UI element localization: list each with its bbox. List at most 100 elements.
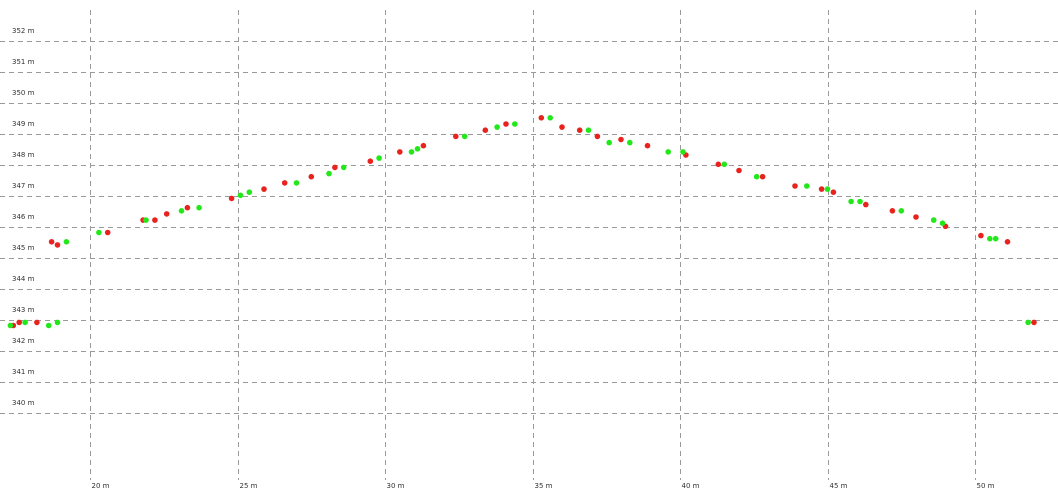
y-tick-label: 349 m <box>12 120 35 128</box>
x-tick-label: 45 m <box>830 482 848 490</box>
data-point-series-1 <box>420 142 427 149</box>
data-point-series-1 <box>482 127 489 133</box>
data-point-series-1 <box>261 186 267 192</box>
data-point-series-1 <box>792 183 798 189</box>
data-point-series-1 <box>228 195 235 202</box>
data-point-series-2 <box>7 322 14 329</box>
data-point-series-2 <box>246 189 253 195</box>
data-point-series-1 <box>308 173 315 180</box>
data-point-series-2 <box>547 115 553 121</box>
data-point-series-1 <box>1031 319 1037 326</box>
data-point-series-1 <box>453 133 459 140</box>
data-point-series-2 <box>606 139 612 146</box>
data-point-series-1 <box>34 319 40 326</box>
y-tick-label: 348 m <box>12 151 35 159</box>
x-tick-label: 50 m <box>977 482 995 490</box>
data-point-series-1 <box>367 158 374 164</box>
data-point-series-2 <box>512 121 518 127</box>
data-point-series-1 <box>863 201 869 208</box>
y-tick-label: 350 m <box>12 89 35 97</box>
data-point-series-2 <box>340 164 347 171</box>
x-tick-label: 40 m <box>682 482 700 490</box>
data-point-series-2 <box>627 139 633 146</box>
data-point-series-2 <box>196 204 202 211</box>
data-point-series-2 <box>585 127 592 133</box>
data-point-series-1 <box>152 217 158 223</box>
data-point-series-1 <box>397 149 403 155</box>
x-tick-label: 35 m <box>535 482 553 490</box>
data-point-series-2 <box>461 133 468 140</box>
data-point-series-2 <box>804 183 810 189</box>
data-point-series-1 <box>913 214 919 220</box>
data-point-series-1 <box>736 167 742 174</box>
data-point-series-2 <box>293 180 300 186</box>
data-point-series-1 <box>644 142 651 149</box>
data-point-series-1 <box>818 186 825 192</box>
data-point-series-2 <box>237 192 244 199</box>
data-point-series-1 <box>104 229 111 236</box>
data-point-series-1 <box>576 127 583 133</box>
data-point-series-2 <box>939 220 946 226</box>
data-point-series-2 <box>494 124 500 130</box>
data-point-series-1 <box>715 161 722 168</box>
data-point-series-1 <box>889 208 896 214</box>
data-point-series-1 <box>559 124 565 130</box>
data-point-series-2 <box>857 198 863 205</box>
data-point-series-1 <box>16 319 23 326</box>
data-point-series-1 <box>1004 239 1011 245</box>
data-point-series-2 <box>96 229 102 236</box>
y-tick-label: 343 m <box>12 306 35 314</box>
x-tick-label: 20 m <box>92 482 110 490</box>
data-point-series-2 <box>721 161 728 168</box>
data-point-series-2 <box>408 149 415 155</box>
data-point-series-2 <box>665 149 671 155</box>
data-point-series-1 <box>163 211 170 217</box>
y-tick-label: 345 m <box>12 244 35 252</box>
data-point-series-2 <box>987 235 993 242</box>
data-point-series-2 <box>930 217 937 223</box>
data-point-series-1 <box>184 204 191 211</box>
data-point-series-1 <box>503 121 509 127</box>
data-point-series-1 <box>281 180 288 186</box>
data-point-series-2 <box>143 217 149 223</box>
y-tick-label: 352 m <box>12 27 35 35</box>
data-point-series-2 <box>63 239 70 245</box>
y-tick-label: 344 m <box>12 275 35 283</box>
x-tick-label: 30 m <box>387 482 405 490</box>
y-tick-label: 347 m <box>12 182 35 190</box>
data-point-series-2 <box>848 198 854 205</box>
data-point-series-2 <box>326 170 332 177</box>
y-tick-label: 351 m <box>12 58 35 66</box>
y-tick-label: 341 m <box>12 368 35 376</box>
data-point-series-2 <box>54 319 61 326</box>
x-tick-label: 25 m <box>240 482 258 490</box>
data-point-series-1 <box>54 242 61 248</box>
data-point-series-2 <box>178 208 185 214</box>
data-point-series-1 <box>830 189 837 195</box>
data-point-series-2 <box>22 319 28 326</box>
data-point-series-1 <box>978 232 984 239</box>
y-tick-label: 346 m <box>12 213 35 221</box>
data-points <box>7 115 1037 329</box>
grid-lines <box>0 10 1058 480</box>
data-point-series-2 <box>414 146 421 152</box>
data-point-series-2 <box>376 155 382 161</box>
data-point-series-1 <box>618 136 624 143</box>
data-point-series-1 <box>594 133 601 140</box>
tick-labels: 352 m 351 m 350 m 349 m 348 m 347 m 346 m 345 m… <box>12 27 995 490</box>
y-tick-label: 340 m <box>12 399 35 407</box>
data-point-series-1 <box>332 164 338 171</box>
data-point-series-1 <box>759 173 766 180</box>
data-point-series-2 <box>1025 319 1031 326</box>
data-point-series-1 <box>538 115 545 121</box>
data-point-series-2 <box>680 149 686 155</box>
data-point-series-2 <box>898 208 905 214</box>
y-tick-label: 342 m <box>12 337 35 345</box>
data-point-series-2 <box>753 173 760 180</box>
data-point-series-2 <box>824 186 831 192</box>
data-point-series-2 <box>45 322 52 329</box>
data-point-series-2 <box>992 235 999 242</box>
data-point-series-1 <box>48 239 55 245</box>
